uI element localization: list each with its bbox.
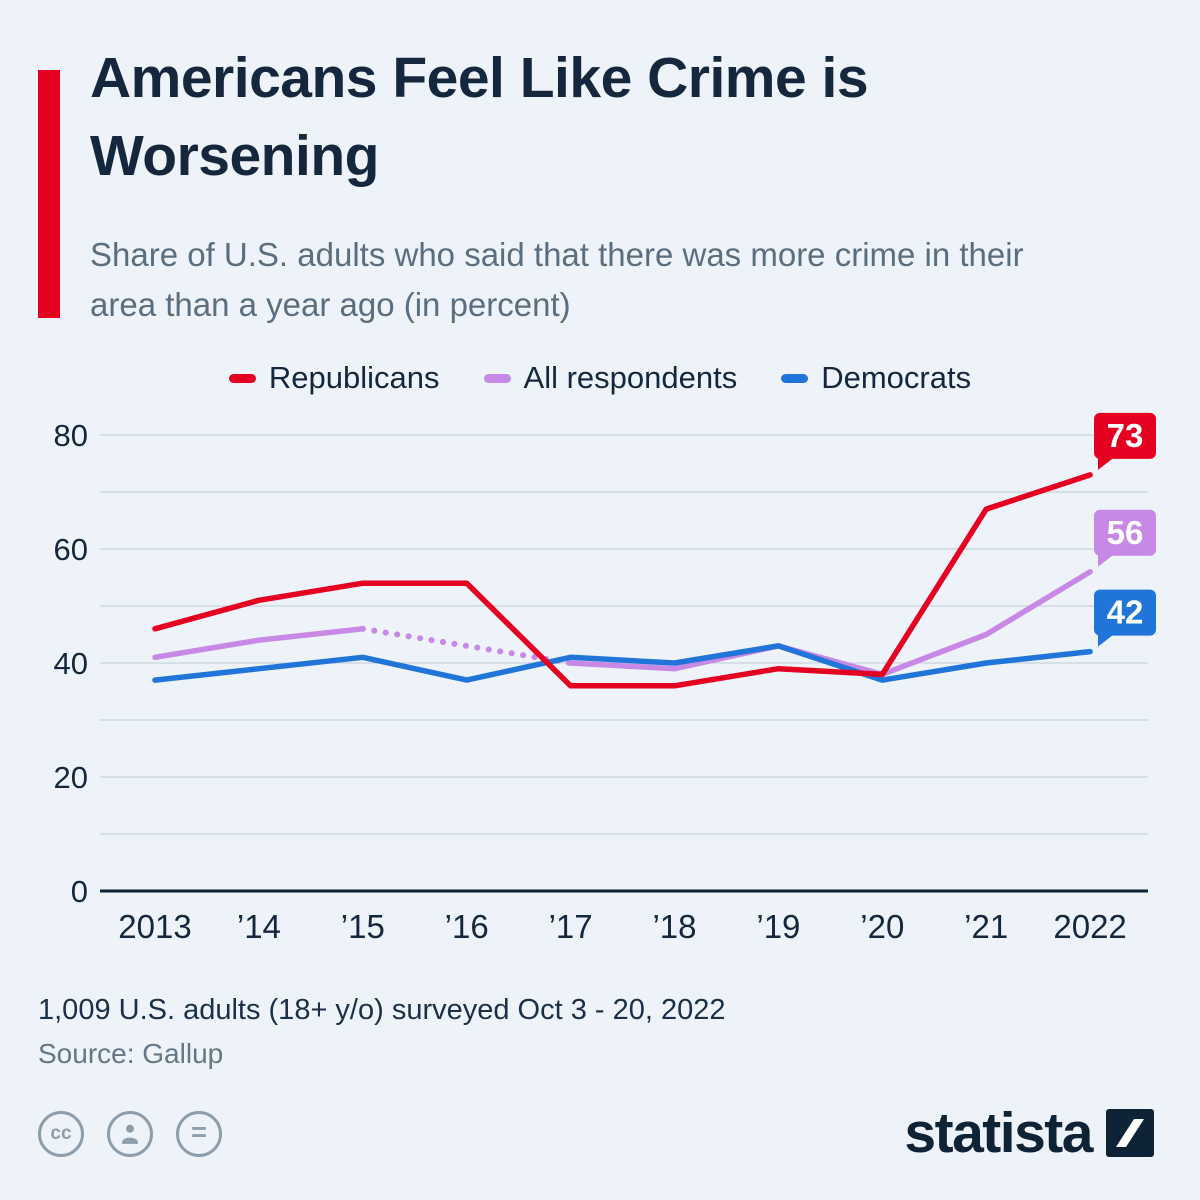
- page-subtitle: Share of U.S. adults who said that there…: [90, 236, 1024, 323]
- x-tick-label: ’14: [237, 908, 281, 945]
- cc-license-icon: cc: [38, 1111, 84, 1157]
- survey-note: 1,009 U.S. adults (18+ y/o) surveyed Oct…: [38, 994, 726, 1026]
- y-tick-label: 0: [71, 874, 88, 909]
- value-label-democrats: 42: [1107, 594, 1144, 631]
- line-chart: 0 20 40 60 80 2013 ’14 ’15 ’16 ’17 ’18 ’19 ’20 ’21 202…: [54, 412, 1156, 945]
- legend-dash-icon: [781, 373, 809, 383]
- x-tick-label: 2013: [118, 908, 191, 945]
- accent-bar: [38, 70, 60, 318]
- x-tick-label: ’19: [756, 908, 800, 945]
- legend-dash-icon: [228, 373, 256, 383]
- cc-glyph: cc: [50, 1123, 72, 1144]
- y-tick-label: 80: [54, 418, 88, 453]
- series-line-all-respondents: [152, 626, 366, 661]
- x-tick-label: ’20: [860, 908, 904, 945]
- y-tick-label: 60: [54, 532, 88, 567]
- y-tick-label: 40: [54, 646, 88, 681]
- x-tick-label: ’21: [964, 908, 1008, 945]
- statista-logo-icon: [1106, 1109, 1154, 1157]
- y-tick-label: 20: [54, 760, 88, 795]
- legend-dash-icon: [483, 373, 511, 383]
- x-tick-label: ’15: [341, 908, 385, 945]
- x-tick-label: ’16: [445, 908, 489, 945]
- no-derivatives-icon: =: [176, 1111, 222, 1157]
- x-tick-label: 2022: [1053, 908, 1126, 945]
- page-title: Americans Feel Like Crime is Worsening: [90, 46, 869, 188]
- series-line-republicans: [152, 472, 1093, 689]
- license-icons: cc =: [38, 1111, 222, 1157]
- legend-item-republicans: Republicans: [228, 360, 440, 396]
- series-line-democrats: [152, 643, 1093, 683]
- source-note: Source: Gallup: [38, 1038, 224, 1069]
- statista-branding: statista: [904, 1100, 1154, 1166]
- value-label-republicans: 73: [1107, 417, 1144, 454]
- legend-item-all-respondents: All respondents: [483, 360, 738, 396]
- legend-label-republicans: Republicans: [268, 360, 440, 395]
- attribution-person-icon: [107, 1111, 153, 1157]
- chart-legend: Republicans All respondents Democrats: [0, 360, 1200, 396]
- series-gap-dotted-all-respondents: [359, 625, 574, 666]
- legend-label-all-respondents: All respondents: [523, 360, 738, 395]
- legend-item-democrats: Democrats: [781, 360, 971, 396]
- value-label-box-all-respondents: [1094, 509, 1156, 556]
- x-tick-label: ’18: [652, 908, 696, 945]
- x-tick-label: ’17: [549, 908, 593, 945]
- equals-glyph: =: [191, 1116, 207, 1147]
- value-label-box-democrats: [1094, 589, 1156, 636]
- statista-wordmark: statista: [904, 1101, 1093, 1165]
- person-icon: [122, 1124, 138, 1144]
- value-label-all-respondents: 56: [1107, 514, 1144, 551]
- legend-label-democrats: Democrats: [821, 360, 972, 395]
- value-label-box-republicans: [1094, 412, 1156, 459]
